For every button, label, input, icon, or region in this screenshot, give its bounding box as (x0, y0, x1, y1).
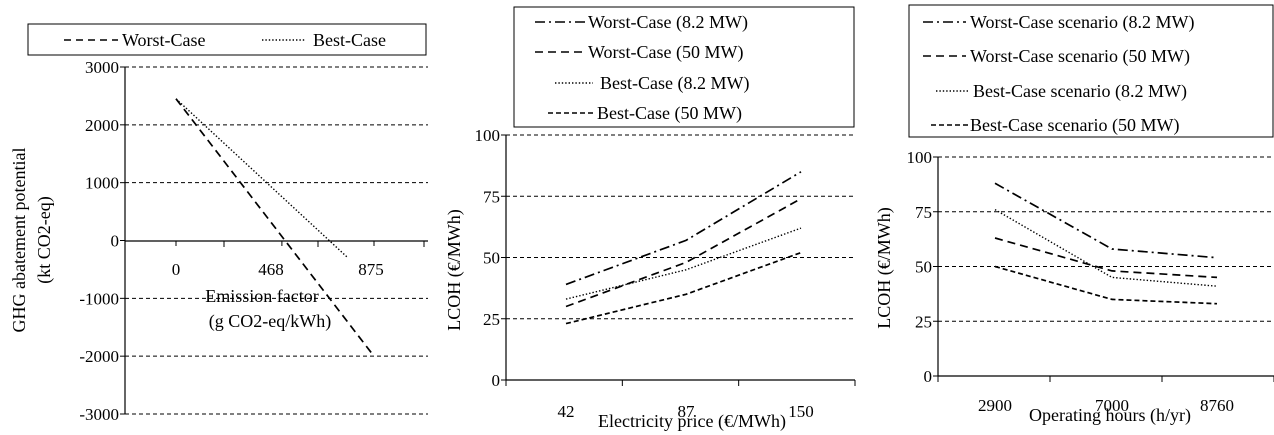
chart2-legend-label-worst-50: Worst-Case (50 MW) (588, 42, 744, 63)
chart1-legend-label-best: Best-Case (313, 30, 386, 50)
chart3-legend: Worst-Case scenario (8.2 MW) Worst-Case … (908, 4, 1274, 138)
chart2-y-label: LCOH (€/MWh) (444, 209, 465, 330)
chart1-y-tick-label: -2000 (79, 347, 119, 366)
chart1-x-label-line2: (g CO2-eq/kWh) (209, 311, 331, 332)
chart3-series-line-3 (994, 208, 1218, 287)
chart1-y-label-line1: GHG abatement potential (9, 148, 29, 333)
chart3-x-ticks: 2900 7000 8760 (937, 376, 1274, 415)
chart2-gridlines (506, 134, 855, 320)
chart2-y-tick-label: 75 (483, 187, 500, 206)
chart3-series-line-1 (994, 182, 1218, 259)
chart3-series (994, 182, 1218, 305)
chart2-x-label: Electricity price (€/MWh) (598, 411, 786, 432)
chart2-y-tick-label: 50 (483, 249, 500, 268)
chart3-y-tick-label: 0 (924, 367, 933, 386)
chart2-x-ticks: 42 87 150 (505, 380, 856, 421)
chart3-legend-label-worst-50: Worst-Case scenario (50 MW) (970, 46, 1190, 67)
chart3-y-tick-label: 100 (907, 148, 933, 167)
chart2-legend: Worst-Case (8.2 MW) Worst-Case (50 MW) B… (513, 6, 855, 128)
chart3-legend-label-worst-8-2: Worst-Case scenario (8.2 MW) (970, 12, 1194, 33)
chart2-x-tick-label: 87 (678, 402, 696, 421)
chart2-series (565, 171, 802, 325)
chart2-series-line-3 (565, 227, 802, 300)
chart1-y-ticks: -3000 -2000 -1000 0 1000 2000 3000 (79, 58, 125, 424)
chart3-x-tick-label: 7000 (1095, 396, 1129, 415)
chart1-series (175, 98, 375, 357)
chart2-y-tick-label: 0 (492, 371, 501, 390)
chart1-x-label-line1: Emission factor (205, 286, 318, 306)
chart1-x-tick-label: 468 (258, 260, 284, 279)
chart-ghg-abatement: -3000 -2000 -1000 0 1000 2000 3000 0 468 875 Emi… (9, 23, 428, 424)
chart3-y-label: LCOH (€/MWh) (874, 207, 895, 328)
chart1-gridlines (125, 66, 428, 415)
chart-lcoh-electricity-price: 0 25 50 75 100 42 87 150 Electricity price (€/… (444, 6, 856, 432)
chart1-series-line-1 (175, 98, 375, 357)
chart3-legend-label-best-8-2: Best-Case scenario (8.2 MW) (973, 81, 1187, 102)
chart3-y-tick-label: 75 (915, 203, 932, 222)
chart3-series-line-2 (994, 237, 1218, 279)
chart1-y-tick-label: 1000 (85, 174, 119, 193)
chart-lcoh-operating-hours: 0 25 50 75 100 2900 7000 8760 Operating hours … (874, 4, 1274, 426)
chart3-x-label: Operating hours (h/yr) (1029, 405, 1191, 426)
chart3-x-tick-label: 8760 (1200, 396, 1234, 415)
chart2-y-tick-label: 100 (475, 126, 501, 145)
chart2-legend-label-worst-8-2: Worst-Case (8.2 MW) (588, 12, 748, 33)
chart1-y-label-line2: (kt CO2-eq) (34, 196, 55, 283)
chart1-y-tick-label: 0 (111, 232, 120, 251)
chart3-gridlines (938, 156, 1274, 322)
chart1-series-line-2 (175, 98, 349, 259)
chart1-x-tick-label: 0 (172, 260, 181, 279)
chart1-y-tick-label: 3000 (85, 58, 119, 77)
chart3-legend-label-best-50: Best-Case scenario (50 MW) (970, 115, 1179, 136)
chart2-series-line-2 (565, 197, 802, 308)
chart3-series-line-4 (994, 265, 1218, 305)
chart1-y-tick-label: -1000 (79, 289, 119, 308)
chart1-x-ticks: 0 468 875 (172, 241, 425, 279)
chart3-y-tick-label: 50 (915, 258, 932, 277)
chart2-legend-label-best-50: Best-Case (50 MW) (597, 103, 742, 124)
chart1-legend: Worst-Case Best-Case (27, 23, 427, 56)
chart2-series-line-4 (565, 251, 802, 325)
chart1-y-tick-label: -3000 (79, 405, 119, 424)
chart2-y-ticks: 0 25 50 75 100 (475, 126, 506, 390)
chart1-legend-label-worst: Worst-Case (122, 30, 206, 50)
chart2-y-tick-label: 25 (483, 310, 500, 329)
chart2-x-tick-label: 150 (788, 402, 814, 421)
chart1-y-tick-label: 2000 (85, 116, 119, 135)
chart3-y-tick-label: 25 (915, 312, 932, 331)
chart3-x-tick-label: 2900 (978, 396, 1012, 415)
chart1-x-tick-label: 875 (358, 260, 384, 279)
chart2-x-tick-label: 42 (558, 402, 575, 421)
chart2-series-line-1 (565, 171, 802, 286)
chart2-legend-label-best-8-2: Best-Case (8.2 MW) (600, 73, 749, 94)
chart3-y-ticks: 0 25 50 75 100 (907, 148, 938, 386)
